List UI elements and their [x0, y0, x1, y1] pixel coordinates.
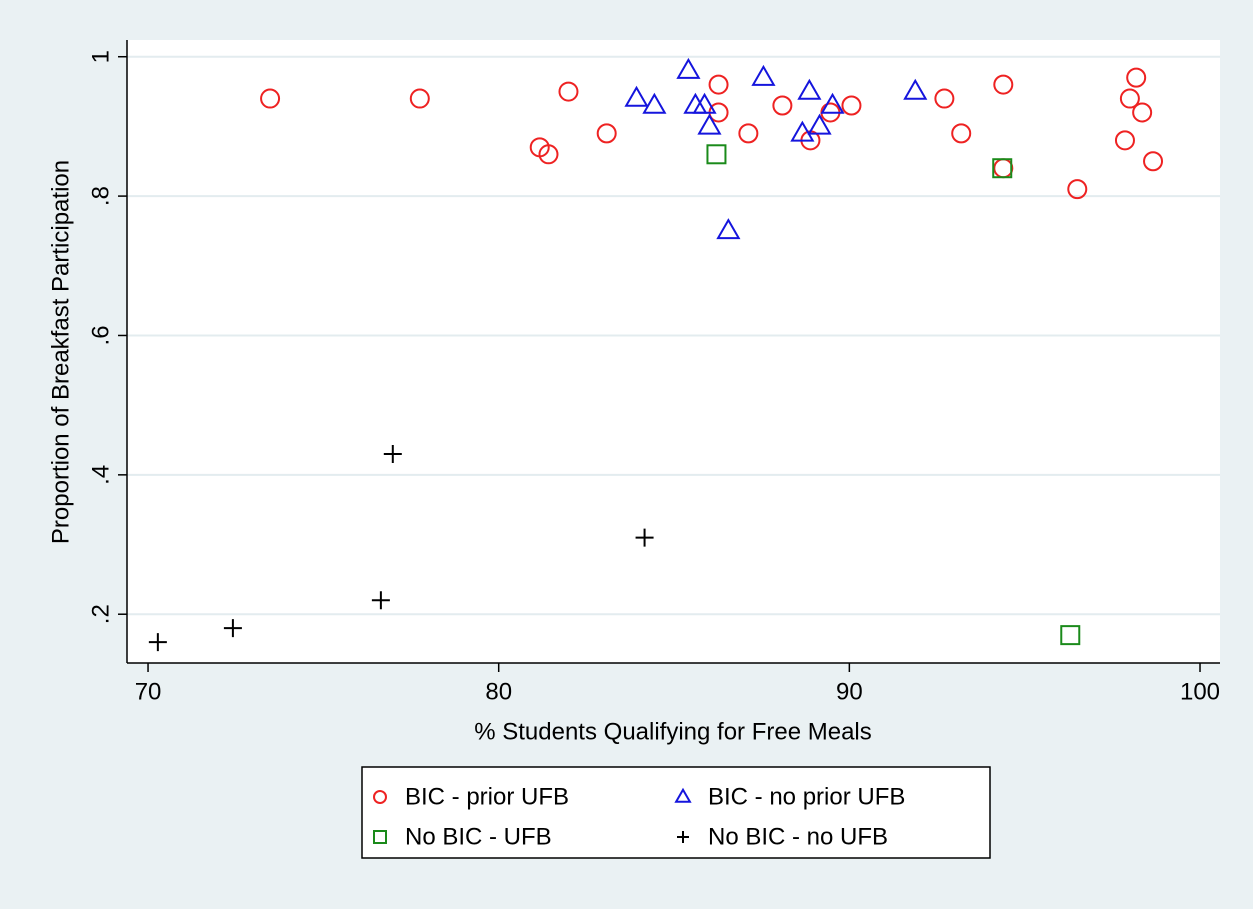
point: [676, 57, 701, 79]
point: [797, 78, 822, 100]
point: [558, 81, 579, 102]
legend-label: BIC - no prior UFB: [708, 783, 905, 810]
legend-marker: [373, 830, 387, 844]
y-tick-label: .6: [87, 325, 114, 345]
point: [1060, 625, 1081, 646]
point: [371, 591, 390, 610]
point: [841, 95, 862, 116]
point: [148, 633, 167, 652]
point: [738, 123, 759, 144]
y-axis-label: Proportion of Breakfast Participation: [47, 160, 74, 544]
legend-box: [361, 766, 991, 859]
point: [538, 144, 559, 165]
point: [807, 113, 832, 135]
point: [751, 64, 776, 86]
point: [624, 85, 649, 107]
y-tick-label: .4: [87, 465, 114, 485]
x-tick-label: 80: [485, 678, 512, 705]
point: [790, 120, 815, 142]
y-tick-label: 1: [87, 50, 114, 63]
point: [1126, 67, 1147, 88]
x-axis-label: % Students Qualifying for Free Meals: [474, 718, 872, 745]
point: [708, 74, 729, 95]
x-tick-label: 90: [836, 678, 863, 705]
point: [716, 218, 741, 240]
point: [596, 123, 617, 144]
legend-label: No BIC - UFB: [405, 823, 552, 850]
point: [706, 144, 727, 165]
legend-marker: [373, 790, 387, 804]
x-tick-label: 100: [1180, 678, 1220, 705]
point: [409, 88, 430, 109]
y-tick-label: .8: [87, 186, 114, 206]
point: [642, 92, 667, 114]
point: [692, 92, 717, 114]
point: [1143, 151, 1164, 172]
y-tick-label: .2: [87, 604, 114, 624]
point: [951, 123, 972, 144]
point: [934, 88, 955, 109]
plot-area: [127, 40, 1220, 663]
point: [1119, 88, 1140, 109]
point: [383, 444, 402, 463]
legend-label: No BIC - no UFB: [708, 823, 888, 850]
point: [260, 88, 281, 109]
point: [992, 158, 1013, 179]
point: [772, 95, 793, 116]
point: [1067, 179, 1088, 200]
point: [697, 113, 722, 135]
point: [1114, 130, 1135, 151]
point: [1132, 102, 1153, 123]
legend-marker: [677, 831, 689, 843]
legend-marker: [674, 787, 692, 803]
point: [635, 528, 654, 547]
point: [223, 619, 242, 638]
point: [903, 78, 928, 100]
point: [993, 74, 1014, 95]
point: [820, 92, 845, 114]
legend-label: BIC - prior UFB: [405, 783, 569, 810]
x-tick-label: 70: [135, 678, 162, 705]
